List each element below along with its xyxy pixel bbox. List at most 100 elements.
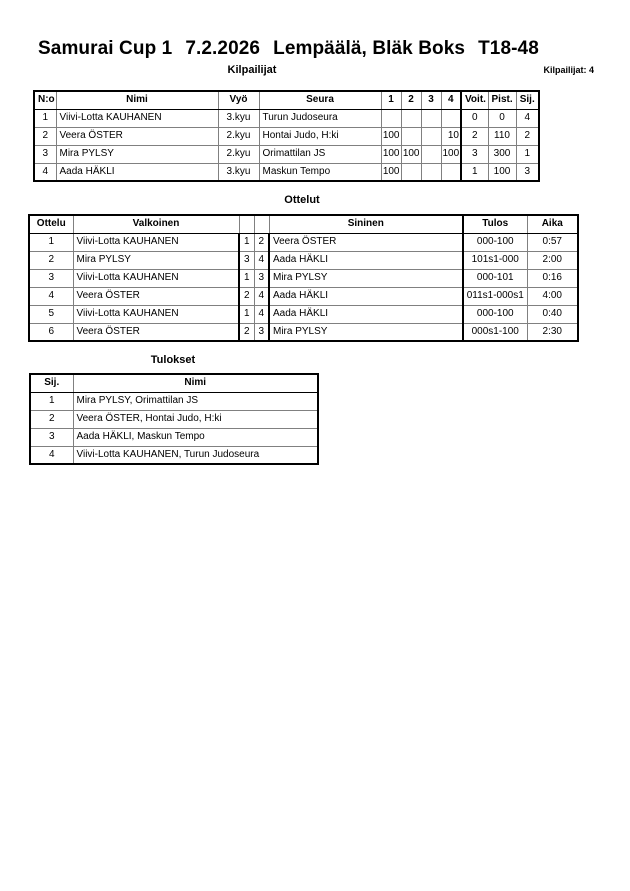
cell-nimi: Aada HÄKLI — [55, 162, 219, 181]
table-row: 3 Aada HÄKLI, Maskun Tempo — [30, 427, 318, 447]
title-date: 7.2.2026 — [185, 38, 261, 59]
matches-table: Ottelu Valkoinen Sininen Tulos Aika 1 Vi… — [28, 214, 579, 342]
col-header-no: N:o — [34, 91, 57, 110]
cell-no: 4 — [34, 162, 57, 181]
cell-blue-number: 4 — [253, 286, 270, 306]
cell-sij: 4 — [515, 108, 539, 128]
cell-white-number: 1 — [238, 232, 255, 252]
table-row: 4 Viivi-Lotta KAUHANEN, Turun Judoseura — [30, 445, 318, 464]
cell-pist: 0 — [487, 108, 517, 128]
cell-standing-place: 3 — [30, 427, 74, 447]
cell-vyo: 2.kyu — [217, 144, 260, 164]
cell-no: 3 — [34, 144, 57, 164]
cell-aika: 0:57 — [526, 232, 578, 252]
cell-blue-player: Aada HÄKLI — [268, 304, 464, 324]
cell-aika: 0:40 — [526, 304, 578, 324]
cell-match-no: 2 — [29, 250, 74, 270]
cell-round-2 — [400, 108, 422, 128]
cell-vyo: 3.kyu — [217, 162, 260, 181]
cell-white-number: 3 — [238, 250, 255, 270]
table-row: 6 Veera ÖSTER 2 3 Mira PYLSY 000s1-100 2… — [29, 322, 578, 341]
table-row: 5 Viivi-Lotta KAUHANEN 1 4 Aada HÄKLI 00… — [29, 304, 578, 324]
cell-blue-player: Aada HÄKLI — [268, 286, 464, 306]
table-row: 3 Mira PYLSY 2.kyu Orimattilan JS 100 10… — [34, 144, 539, 164]
col-header-valkoinen: Valkoinen — [72, 215, 240, 234]
matches-section-title: Ottelut — [284, 194, 320, 206]
cell-round-3 — [420, 144, 442, 164]
cell-round-2 — [400, 126, 422, 146]
table-row: 1 Mira PYLSY, Orimattilan JS — [30, 391, 318, 411]
competitors-table: N:o Nimi Vyö Seura 1 2 3 4 Voit. Pist. S… — [33, 90, 540, 182]
col-header-round-2: 2 — [400, 91, 422, 110]
col-header-round-4: 4 — [440, 91, 462, 110]
col-header-nimi: Nimi — [55, 91, 219, 110]
cell-standing-place: 2 — [30, 409, 74, 429]
col-header-standings-sij: Sij. — [30, 374, 74, 393]
cell-voit: 2 — [460, 126, 489, 146]
standings-table: Sij. Nimi 1 Mira PYLSY, Orimattilan JS 2… — [29, 373, 319, 465]
cell-white-player: Viivi-Lotta KAUHANEN — [72, 304, 240, 324]
cell-white-player: Veera ÖSTER — [72, 286, 240, 306]
cell-no: 2 — [34, 126, 57, 146]
cell-round-4: 10 — [440, 126, 462, 146]
cell-tulos: 000-100 — [462, 232, 528, 252]
cell-match-no: 4 — [29, 286, 74, 306]
cell-round-3 — [420, 162, 442, 181]
competitors-header-row: N:o Nimi Vyö Seura 1 2 3 4 Voit. Pist. S… — [34, 91, 539, 110]
title-event: Samurai Cup 1 — [38, 38, 173, 59]
col-header-voit: Voit. — [460, 91, 489, 110]
cell-tulos: 011s1-000s1 — [462, 286, 528, 306]
cell-vyo: 3.kyu — [217, 108, 260, 128]
cell-blue-player: Mira PYLSY — [268, 268, 464, 288]
competitor-count-label: Kilpailijat: 4 — [543, 65, 594, 75]
cell-white-player: Viivi-Lotta KAUHANEN — [72, 268, 240, 288]
header-subtitle: Kilpailijat — [227, 64, 277, 76]
col-header-round-3: 3 — [420, 91, 442, 110]
col-header-ottelu: Ottelu — [29, 215, 74, 234]
cell-voit: 1 — [460, 162, 489, 181]
cell-standing-name: Aada HÄKLI, Maskun Tempo — [72, 427, 318, 447]
title-category: T18-48 — [478, 38, 539, 59]
cell-aika: 0:16 — [526, 268, 578, 288]
cell-blue-number: 2 — [253, 232, 270, 252]
cell-blue-number: 4 — [253, 304, 270, 324]
col-header-tulos: Tulos — [462, 215, 528, 234]
title-venue: Lempäälä, Bläk Boks — [273, 38, 466, 59]
cell-blue-player: Veera ÖSTER — [268, 232, 464, 252]
cell-aika: 2:30 — [526, 322, 578, 341]
cell-aika: 4:00 — [526, 286, 578, 306]
cell-round-1: 100 — [380, 126, 402, 146]
cell-standing-name: Viivi-Lotta KAUHANEN, Turun Judoseura — [72, 445, 318, 464]
table-row: 4 Veera ÖSTER 2 4 Aada HÄKLI 011s1-000s1… — [29, 286, 578, 306]
cell-round-2: 100 — [400, 144, 422, 164]
cell-aika: 2:00 — [526, 250, 578, 270]
table-row: 4 Aada HÄKLI 3.kyu Maskun Tempo 100 1 10… — [34, 162, 539, 181]
cell-standing-place: 1 — [30, 391, 74, 411]
table-row: 2 Mira PYLSY 3 4 Aada HÄKLI 101s1-000 2:… — [29, 250, 578, 270]
cell-tulos: 000s1-100 — [462, 322, 528, 341]
cell-nimi: Veera ÖSTER — [55, 126, 219, 146]
table-row: 3 Viivi-Lotta KAUHANEN 1 3 Mira PYLSY 00… — [29, 268, 578, 288]
cell-seura: Turun Judoseura — [258, 108, 382, 128]
standings-header-row: Sij. Nimi — [30, 374, 318, 393]
cell-match-no: 1 — [29, 232, 74, 252]
cell-round-4 — [440, 108, 462, 128]
cell-tulos: 000-100 — [462, 304, 528, 324]
table-row: 2 Veera ÖSTER, Hontai Judo, H:ki — [30, 409, 318, 429]
cell-nimi: Mira PYLSY — [55, 144, 219, 164]
cell-white-number: 2 — [238, 322, 255, 341]
col-header-vyo: Vyö — [217, 91, 260, 110]
cell-voit: 0 — [460, 108, 489, 128]
cell-nimi: Viivi-Lotta KAUHANEN — [55, 108, 219, 128]
cell-match-no: 3 — [29, 268, 74, 288]
col-header-seura: Seura — [258, 91, 382, 110]
standings-section-title: Tulokset — [150, 354, 196, 366]
cell-white-number: 2 — [238, 286, 255, 306]
cell-blue-number: 4 — [253, 250, 270, 270]
table-row: 1 Viivi-Lotta KAUHANEN 3.kyu Turun Judos… — [34, 108, 539, 128]
cell-white-player: Mira PYLSY — [72, 250, 240, 270]
col-header-pist: Pist. — [487, 91, 517, 110]
cell-seura: Maskun Tempo — [258, 162, 382, 181]
cell-round-2 — [400, 162, 422, 181]
cell-tulos: 000-101 — [462, 268, 528, 288]
